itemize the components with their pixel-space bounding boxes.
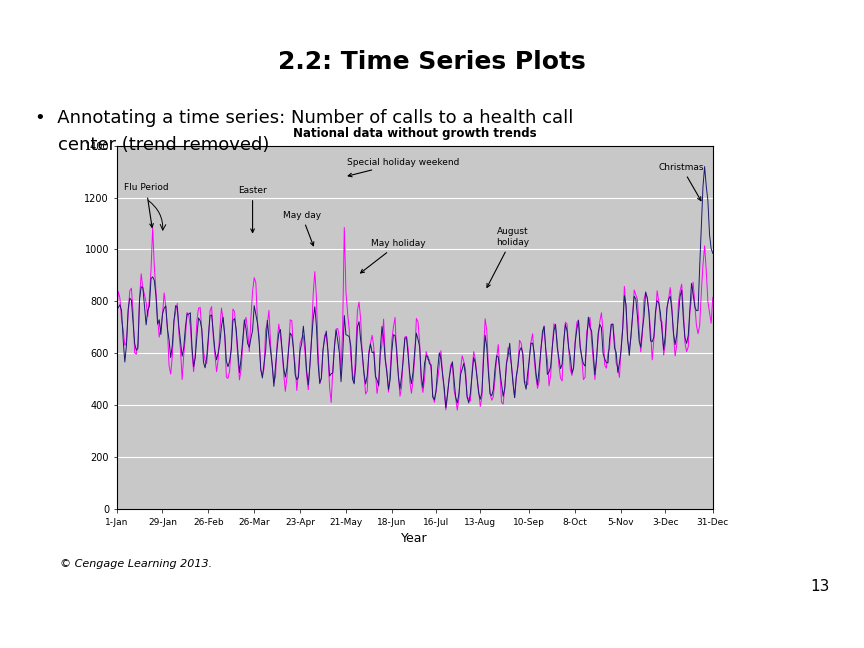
- Text: Christmas: Christmas: [659, 163, 704, 201]
- Text: May holiday: May holiday: [360, 239, 426, 273]
- X-axis label: Year: Year: [402, 532, 428, 545]
- Text: 2.2: Time Series Plots: 2.2: Time Series Plots: [278, 49, 586, 74]
- Title: National data without growth trends: National data without growth trends: [293, 128, 537, 141]
- Text: August
holiday: August holiday: [487, 227, 530, 287]
- Text: Special holiday weekend: Special holiday weekend: [347, 157, 460, 177]
- Text: May day: May day: [283, 211, 321, 246]
- Text: 13: 13: [810, 579, 829, 594]
- Text: © Cengage Learning 2013.: © Cengage Learning 2013.: [60, 559, 213, 569]
- Text: center (trend removed): center (trend removed): [35, 136, 269, 154]
- Text: •  Annotating a time series: Number of calls to a health call: • Annotating a time series: Number of ca…: [35, 109, 573, 127]
- Text: © 2013 Cengage Learning. All Rights Reserved. May not be copied, scanned, or dup: © 2013 Cengage Learning. All Rights Rese…: [144, 614, 720, 634]
- Text: Easter: Easter: [238, 186, 267, 233]
- Text: Flu Period: Flu Period: [124, 183, 168, 227]
